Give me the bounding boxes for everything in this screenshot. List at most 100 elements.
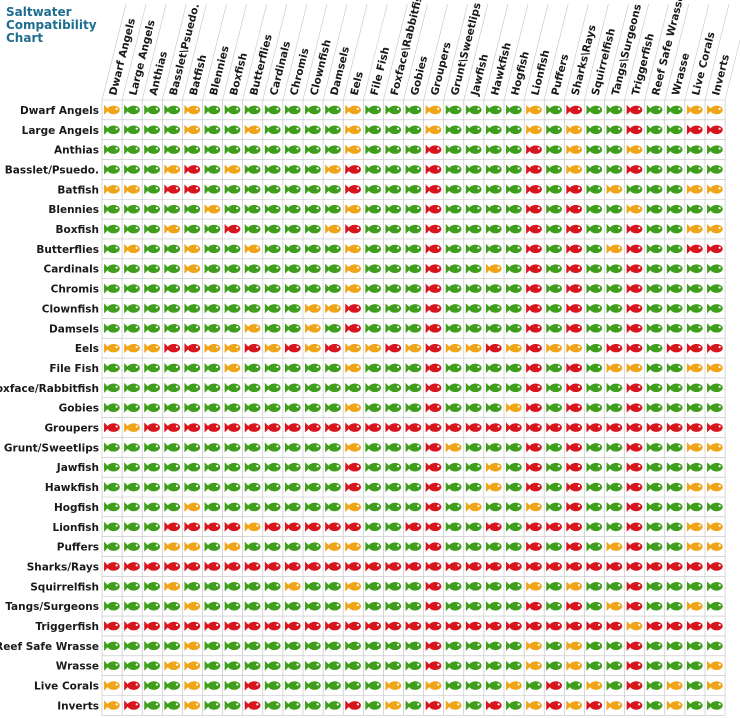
fish-eye xyxy=(718,206,721,210)
fish-tail xyxy=(405,362,411,373)
fish-tail xyxy=(546,362,552,373)
fish-cell xyxy=(686,640,703,651)
fish-tail xyxy=(465,243,471,254)
fish-cell xyxy=(445,581,462,592)
fish-tail xyxy=(485,501,491,512)
fish-cell xyxy=(646,422,663,433)
fish-tail xyxy=(666,521,672,532)
fish-body xyxy=(308,185,321,194)
fish-cell xyxy=(646,263,663,274)
fish-tail xyxy=(284,442,290,453)
fish-eye xyxy=(597,187,601,190)
fish-tail xyxy=(586,263,592,274)
fish-cell xyxy=(204,224,221,235)
fish-body xyxy=(187,403,201,412)
fish-eye xyxy=(678,167,681,170)
fish-eye xyxy=(497,445,500,448)
fish-eye xyxy=(517,266,520,269)
fish-tail xyxy=(224,521,230,532)
fish-body xyxy=(248,105,261,115)
fish-eye xyxy=(577,524,581,527)
fish-body xyxy=(348,343,361,353)
fish-eye xyxy=(256,524,259,527)
fish-eye xyxy=(376,127,380,130)
fish-cell xyxy=(284,243,301,254)
fish-body xyxy=(388,224,402,234)
fish-eye xyxy=(195,405,199,408)
fish-tail xyxy=(345,680,351,691)
fish-cell xyxy=(264,104,281,115)
fish-tail xyxy=(425,104,431,115)
fish-body xyxy=(710,542,723,551)
fish-tail xyxy=(264,521,270,532)
fish-tail xyxy=(124,323,130,334)
fish-tail xyxy=(284,164,290,175)
fish-body xyxy=(449,125,462,135)
fish-body xyxy=(227,264,241,274)
fish-body xyxy=(408,601,422,611)
fish-body xyxy=(428,125,442,135)
fish-tail xyxy=(465,362,471,373)
fish-cell xyxy=(104,581,120,592)
fish-cell xyxy=(184,680,201,691)
fish-eye xyxy=(115,663,118,666)
fish-body xyxy=(127,383,140,393)
fish-tail xyxy=(325,422,331,433)
fish-body xyxy=(650,562,663,571)
fish-body xyxy=(127,601,140,611)
fish-eye xyxy=(597,683,601,686)
fish-tail xyxy=(224,263,230,274)
fish-tail xyxy=(124,462,130,473)
fish-body xyxy=(127,165,140,174)
fish-tail xyxy=(686,640,692,651)
fish-eye xyxy=(477,663,480,666)
fish-cell xyxy=(485,561,502,572)
fish-eye xyxy=(175,226,179,230)
fish-body xyxy=(187,204,201,214)
fish-cell xyxy=(264,343,281,354)
fish-body xyxy=(248,403,261,412)
fish-eye xyxy=(658,504,661,507)
fish-tail xyxy=(244,660,250,671)
fish-body xyxy=(509,522,522,532)
fish-cell xyxy=(445,680,462,691)
fish-cell xyxy=(365,521,382,532)
fish-tail xyxy=(626,442,632,453)
fish-eye xyxy=(236,206,239,210)
fish-body xyxy=(489,582,502,591)
fish-cell xyxy=(224,362,241,373)
fish-tail xyxy=(164,362,170,373)
fish-eye xyxy=(155,405,158,408)
fish-eye xyxy=(115,484,118,488)
header-divider xyxy=(403,3,428,101)
fish-eye xyxy=(457,683,460,686)
fish-eye xyxy=(356,484,359,488)
fish-body xyxy=(509,204,522,214)
fish-tail xyxy=(425,144,431,155)
fish-body xyxy=(428,601,442,611)
fish-tail xyxy=(124,204,130,215)
fish-body xyxy=(187,701,201,710)
fish-eye xyxy=(698,107,701,110)
fish-eye xyxy=(396,425,400,428)
fish-cell xyxy=(284,184,301,195)
fish-eye xyxy=(115,425,118,428)
fish-eye xyxy=(256,266,259,269)
fish-tail xyxy=(284,243,290,254)
fish-tail xyxy=(284,382,290,393)
fish-eye xyxy=(638,524,641,527)
fish-body xyxy=(388,641,402,651)
fish-cell xyxy=(445,343,462,354)
fish-eye xyxy=(698,484,701,488)
fish-cell xyxy=(546,660,562,671)
fish-eye xyxy=(195,484,199,488)
fish-body xyxy=(549,661,562,671)
fish-tail xyxy=(144,104,150,115)
fish-eye xyxy=(195,445,199,448)
fish-cell xyxy=(526,501,542,512)
fish-cell xyxy=(104,303,120,314)
fish-cell xyxy=(365,323,382,334)
fish-eye xyxy=(477,127,480,130)
fish-eye xyxy=(216,544,219,547)
fish-tail xyxy=(686,164,692,175)
